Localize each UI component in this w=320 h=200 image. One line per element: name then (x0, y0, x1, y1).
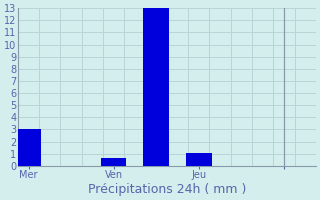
Bar (143, 8, 169, 166)
Bar (186, 153, 212, 166)
Bar (101, 158, 126, 166)
X-axis label: Précipitations 24h ( mm ): Précipitations 24h ( mm ) (88, 183, 246, 196)
Bar (16, 129, 41, 166)
